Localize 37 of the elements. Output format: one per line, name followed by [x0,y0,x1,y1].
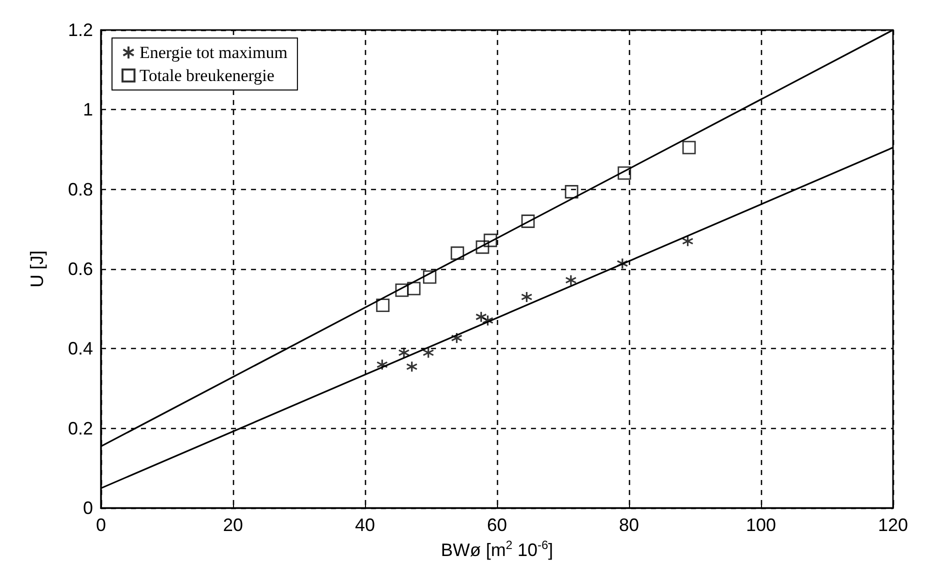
y-tick-label: 0 [82,498,93,518]
point [520,291,532,303]
x-tick-label: 0 [96,515,106,536]
x-tick-label: 60 [486,515,508,536]
point [450,246,464,260]
point [484,234,498,248]
point [682,140,696,154]
x-tick-label: 40 [354,515,376,536]
point [618,166,632,180]
x-tick-label: 20 [222,515,244,536]
point [682,235,694,247]
y-tick-label: 0.6 [68,259,93,280]
point [422,346,434,359]
point [565,274,577,286]
legend-label: Energie tot maximum [140,43,288,62]
legend-label: Totale breukenergie [140,66,274,85]
point [376,298,390,312]
y-tick-label: 0.4 [68,338,93,359]
y-tick-label: 1.2 [68,20,93,40]
point [422,270,436,284]
point [564,185,578,198]
x-tick-label: 100 [746,515,776,536]
x-tick-label: 80 [618,515,640,536]
point [450,332,463,344]
point [398,346,410,359]
y-tick-label: 0.2 [68,418,93,438]
y-axis-title: U [J] [27,250,47,288]
y-tick-label: 1 [82,100,93,120]
x-tick-label: 120 [878,515,908,536]
point [407,282,421,296]
y-tick-label: 0.8 [68,179,93,200]
point [616,258,628,270]
point [395,283,409,297]
point [406,360,418,372]
point [476,240,490,254]
point [521,214,535,228]
point [376,358,388,370]
